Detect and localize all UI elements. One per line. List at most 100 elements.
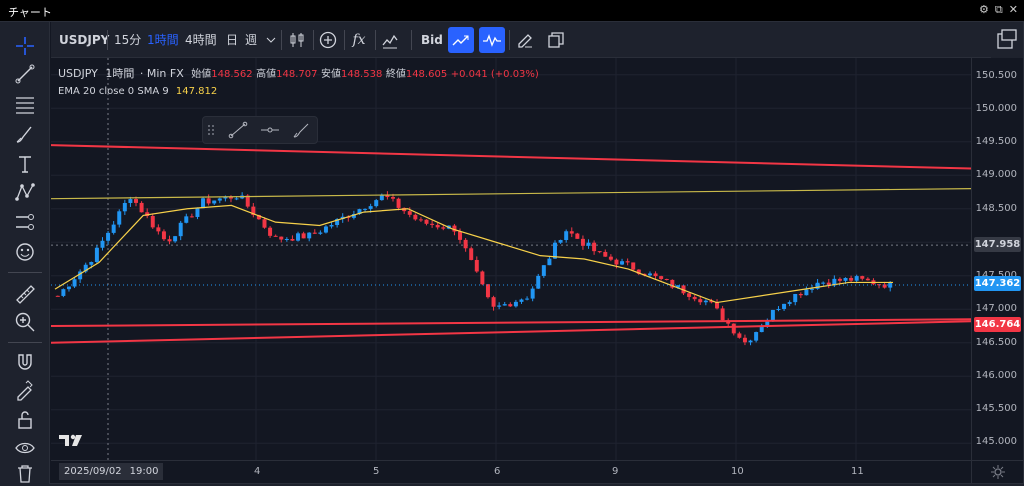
interval-4h[interactable]: 4時間: [185, 33, 217, 47]
unlock-icon[interactable]: [11, 408, 39, 432]
interval-15m[interactable]: 15分: [114, 33, 142, 47]
candle-body: [268, 227, 273, 236]
candle-body: [368, 206, 373, 209]
interval-day[interactable]: 日: [226, 33, 239, 47]
indicator-legend[interactable]: EMA 20 close 0 SMA 9 147.812: [58, 86, 217, 97]
candle-body: [234, 198, 239, 200]
layout-toggle-icon[interactable]: [991, 22, 1023, 58]
trendline-icon[interactable]: [227, 120, 249, 140]
brush-icon[interactable]: [291, 120, 313, 140]
close-label: 終値: [385, 69, 406, 80]
price-label: 146.000: [975, 370, 1017, 381]
candle-body: [418, 219, 423, 221]
interval-dropdown[interactable]: [266, 22, 276, 57]
clear-drawings-icon[interactable]: [512, 27, 538, 53]
popout-icon[interactable]: ⧉: [994, 3, 1003, 16]
candle-body: [273, 235, 278, 237]
add-compare-icon[interactable]: [315, 27, 341, 53]
price-label: 145.000: [975, 436, 1017, 447]
symbol-button[interactable]: USDJPY: [59, 32, 110, 47]
candle-body: [424, 219, 429, 224]
price-type-button[interactable]: Bid: [421, 32, 443, 47]
change-value: +0.041 (+0.03%): [450, 69, 539, 80]
crosshair-icon[interactable]: [11, 34, 39, 58]
candle-body: [195, 208, 200, 217]
candle-body: [536, 275, 541, 289]
candle-body: [698, 299, 703, 303]
candle-body: [357, 209, 362, 215]
candle-body: [653, 273, 658, 277]
indicators-icon[interactable]: fx: [352, 32, 366, 48]
trash-icon[interactable]: [11, 462, 39, 486]
price-label: 146.500: [975, 337, 1017, 348]
price-label: 147.000: [975, 303, 1017, 314]
pattern-icon[interactable]: [11, 180, 39, 204]
candle-body: [608, 256, 613, 260]
brush-icon[interactable]: [11, 122, 39, 146]
close-icon[interactable]: ✕: [1008, 3, 1018, 16]
candle-body: [815, 282, 820, 289]
top-toolbar: USDJPY 15分 1時間 4時間 日 週 fx Bid: [51, 22, 991, 58]
candle-style-icon[interactable]: [284, 27, 310, 53]
candle-body: [620, 261, 625, 265]
candle-body: [664, 279, 669, 281]
ruler-icon[interactable]: [11, 282, 39, 306]
drag-handle-icon[interactable]: [205, 120, 217, 140]
candle-body: [804, 289, 809, 296]
candle-body: [575, 233, 580, 239]
candle-body: [379, 194, 384, 201]
candle-body: [178, 222, 183, 237]
candle-body: [134, 199, 138, 203]
chart-settings-icon[interactable]: [971, 460, 1023, 483]
candle-body: [150, 216, 155, 228]
open-label: 始値: [191, 69, 212, 80]
candle-body: [681, 285, 686, 294]
candle-body: [720, 308, 725, 321]
candle-body: [491, 297, 496, 307]
high-value: 148.707: [276, 69, 318, 80]
magnet-icon[interactable]: [11, 350, 39, 374]
layout-icon[interactable]: [543, 27, 569, 53]
crosshair-date-badge: 2025/09/02 19:00: [59, 463, 164, 480]
time-axis[interactable]: 4 5 6 9 10 11: [51, 460, 971, 483]
auto-trend-icon[interactable]: [448, 27, 474, 53]
chart-canvas[interactable]: [51, 58, 971, 460]
zoom-icon[interactable]: [11, 310, 39, 334]
candle-body: [692, 296, 697, 300]
candle-body: [525, 298, 530, 300]
price-label: 145.500: [975, 403, 1017, 414]
fib-lines-icon[interactable]: [11, 92, 39, 116]
text-icon[interactable]: [11, 152, 39, 176]
forecast-icon[interactable]: [11, 210, 39, 234]
candle-body: [854, 276, 859, 281]
candle-body: [78, 271, 83, 280]
drawing-toolbar: [0, 22, 50, 484]
candle-body: [843, 277, 848, 281]
candle-body: [161, 231, 166, 240]
candle-body: [832, 278, 837, 286]
candle-body: [888, 282, 893, 288]
settings-icon[interactable]: ⚙: [979, 3, 989, 16]
candle-body: [173, 236, 178, 242]
trendline-icon[interactable]: [11, 62, 39, 86]
price-axis[interactable]: 150.500 150.000 149.500 149.000 148.500 …: [971, 58, 1023, 460]
candle-body: [865, 278, 870, 281]
candle-body: [787, 302, 792, 304]
window-title: チャート: [8, 6, 52, 19]
emoji-icon[interactable]: [11, 240, 39, 264]
candle-body: [742, 337, 747, 343]
legend-symbol: USDJPY: [58, 67, 98, 80]
candle-body: [508, 304, 513, 307]
time-label: 6: [494, 466, 501, 477]
lock-drawing-icon[interactable]: [11, 378, 39, 402]
candle-body: [117, 211, 122, 225]
eye-icon[interactable]: [11, 436, 39, 460]
interval-1h[interactable]: 1時間: [147, 33, 179, 47]
horizontal-line-icon[interactable]: [259, 120, 281, 140]
wave-icon[interactable]: [479, 27, 505, 53]
interval-week[interactable]: 週: [245, 33, 258, 47]
templates-icon[interactable]: [377, 27, 403, 53]
candle-body: [882, 284, 887, 288]
candle-body: [497, 305, 502, 307]
candle-body: [363, 208, 368, 210]
